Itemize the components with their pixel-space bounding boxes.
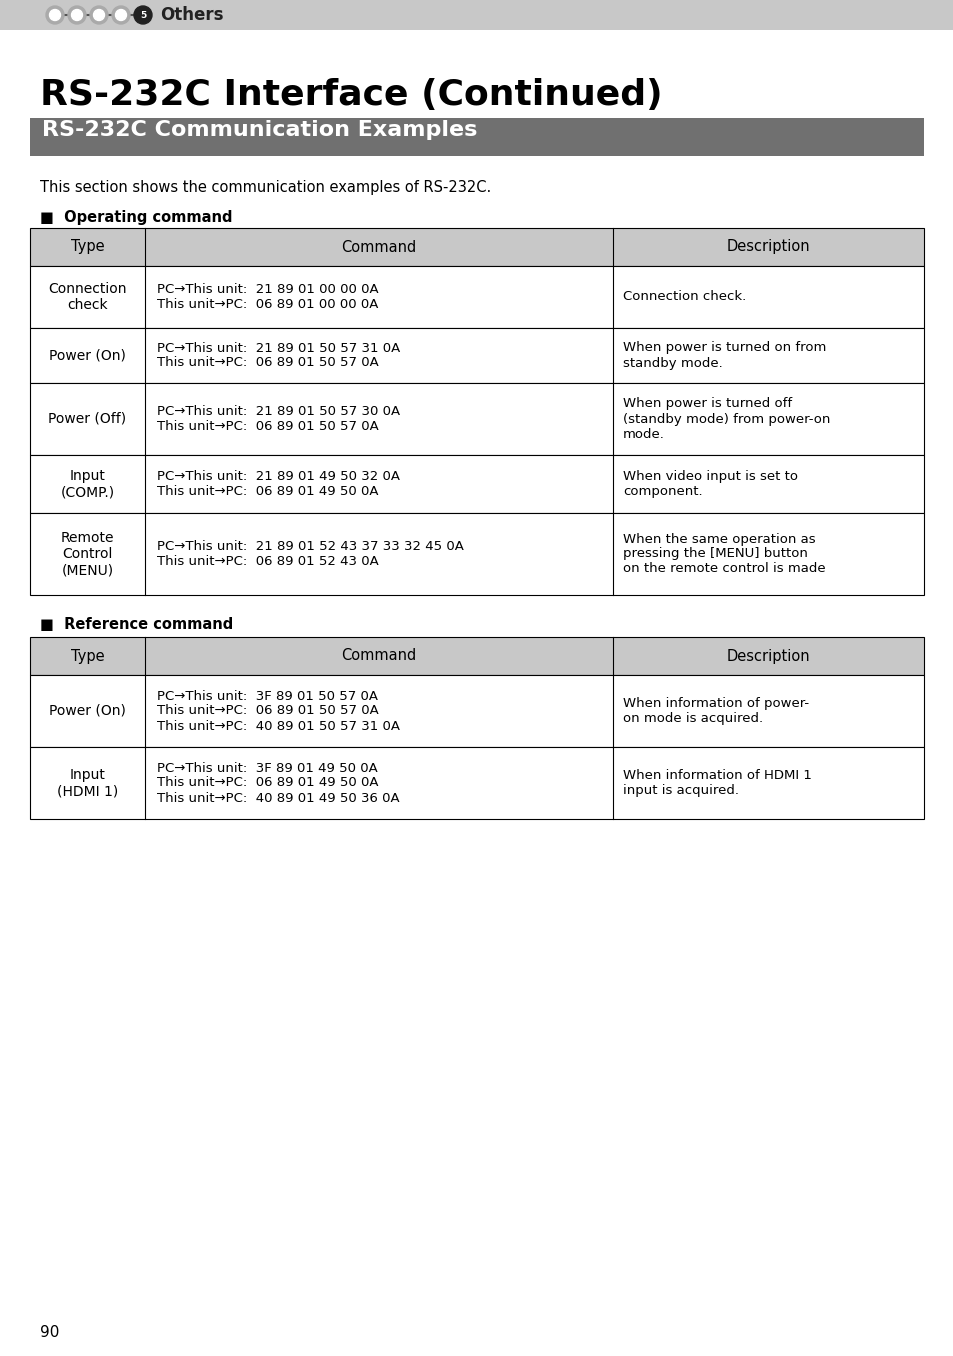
Bar xyxy=(30,456,923,513)
Text: PC→This unit:  21 89 01 50 57 30 0A
This unit→PC:  06 89 01 50 57 0A: PC→This unit: 21 89 01 50 57 30 0A This … xyxy=(157,405,399,433)
Circle shape xyxy=(90,5,108,24)
Text: Input
(COMP.): Input (COMP.) xyxy=(60,469,114,499)
Text: Type: Type xyxy=(71,648,104,663)
Text: ■  Operating command: ■ Operating command xyxy=(40,210,233,225)
Text: Description: Description xyxy=(726,240,809,255)
Bar xyxy=(30,328,923,382)
Bar xyxy=(30,675,923,747)
Text: When information of power-
on mode is acquired.: When information of power- on mode is ac… xyxy=(622,697,808,725)
Text: ■  Reference command: ■ Reference command xyxy=(40,617,233,632)
Text: This section shows the communication examples of RS-232C.: This section shows the communication exa… xyxy=(40,180,491,195)
Text: When power is turned on from
standby mode.: When power is turned on from standby mod… xyxy=(622,342,825,369)
Text: Input
(HDMI 1): Input (HDMI 1) xyxy=(57,767,118,799)
Text: RS-232C Communication Examples: RS-232C Communication Examples xyxy=(42,119,477,140)
Text: PC→This unit:  3F 89 01 49 50 0A
This unit→PC:  06 89 01 49 50 0A
This unit→PC: : PC→This unit: 3F 89 01 49 50 0A This uni… xyxy=(157,762,399,804)
Text: Power (Off): Power (Off) xyxy=(49,412,127,426)
Text: When video input is set to
component.: When video input is set to component. xyxy=(622,471,797,498)
Circle shape xyxy=(46,5,64,24)
Circle shape xyxy=(71,9,82,20)
Text: 5: 5 xyxy=(140,11,146,19)
Bar xyxy=(0,0,953,30)
Circle shape xyxy=(93,9,105,20)
Text: PC→This unit:  21 89 01 50 57 31 0A
This unit→PC:  06 89 01 50 57 0A: PC→This unit: 21 89 01 50 57 31 0A This … xyxy=(157,342,400,369)
Text: Command: Command xyxy=(341,240,416,255)
Text: Type: Type xyxy=(71,240,104,255)
Text: Power (On): Power (On) xyxy=(49,704,126,717)
Text: When information of HDMI 1
input is acquired.: When information of HDMI 1 input is acqu… xyxy=(622,769,811,797)
Bar xyxy=(30,266,923,328)
Text: Command: Command xyxy=(341,648,416,663)
Circle shape xyxy=(115,9,127,20)
Text: PC→This unit:  21 89 01 52 43 37 33 32 45 0A
This unit→PC:  06 89 01 52 43 0A: PC→This unit: 21 89 01 52 43 37 33 32 45… xyxy=(157,540,463,568)
Bar xyxy=(30,228,923,266)
Text: Connection check.: Connection check. xyxy=(622,290,745,304)
Text: Power (On): Power (On) xyxy=(49,348,126,362)
Text: PC→This unit:  21 89 01 49 50 32 0A
This unit→PC:  06 89 01 49 50 0A: PC→This unit: 21 89 01 49 50 32 0A This … xyxy=(157,471,399,498)
Text: When the same operation as
pressing the [MENU] button
on the remote control is m: When the same operation as pressing the … xyxy=(622,533,824,575)
Bar xyxy=(30,513,923,595)
Text: Remote
Control
(MENU): Remote Control (MENU) xyxy=(61,530,114,578)
Circle shape xyxy=(133,5,152,24)
Text: Description: Description xyxy=(726,648,809,663)
Text: Connection
check: Connection check xyxy=(49,282,127,312)
Bar xyxy=(30,382,923,456)
Bar xyxy=(30,118,923,156)
Bar xyxy=(30,637,923,675)
Text: PC→This unit:  3F 89 01 50 57 0A
This unit→PC:  06 89 01 50 57 0A
This unit→PC: : PC→This unit: 3F 89 01 50 57 0A This uni… xyxy=(157,689,399,732)
Circle shape xyxy=(68,5,86,24)
Text: PC→This unit:  21 89 01 00 00 0A
This unit→PC:  06 89 01 00 00 0A: PC→This unit: 21 89 01 00 00 0A This uni… xyxy=(157,283,378,311)
Text: Others: Others xyxy=(160,5,223,24)
Circle shape xyxy=(112,5,130,24)
Text: RS-232C Interface (Continued): RS-232C Interface (Continued) xyxy=(40,79,662,113)
Text: 90: 90 xyxy=(40,1325,59,1340)
Bar xyxy=(30,747,923,819)
Circle shape xyxy=(50,9,60,20)
Text: When power is turned off
(standby mode) from power-on
mode.: When power is turned off (standby mode) … xyxy=(622,397,829,441)
